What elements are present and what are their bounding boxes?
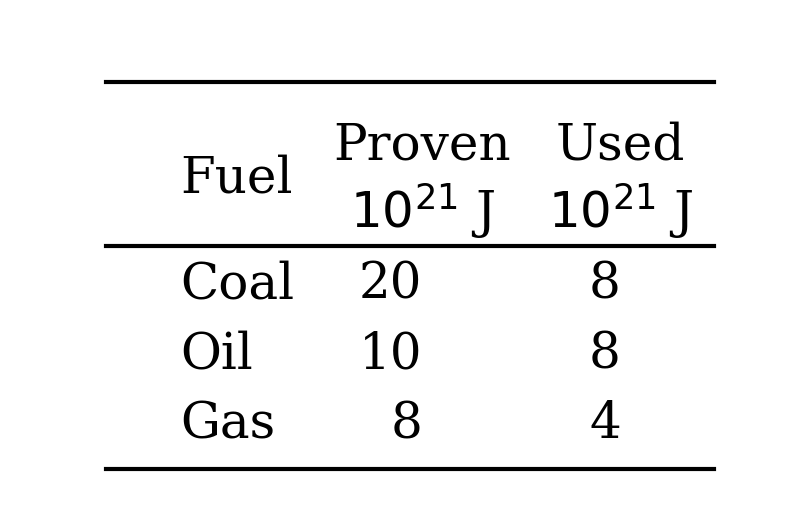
Text: 4: 4 xyxy=(589,400,621,449)
Text: 8: 8 xyxy=(589,330,621,379)
Text: $10^{21}$ J: $10^{21}$ J xyxy=(350,181,495,242)
Text: Fuel: Fuel xyxy=(181,154,293,203)
Text: 10: 10 xyxy=(358,330,422,379)
Text: 20: 20 xyxy=(359,260,422,310)
Text: $10^{21}$ J: $10^{21}$ J xyxy=(548,181,694,242)
Text: Proven: Proven xyxy=(334,121,511,170)
Text: Coal: Coal xyxy=(181,260,294,310)
Text: Gas: Gas xyxy=(181,400,276,449)
Text: Oil: Oil xyxy=(181,330,254,379)
Text: 8: 8 xyxy=(390,400,422,449)
Text: Used: Used xyxy=(556,121,686,170)
Text: 8: 8 xyxy=(589,260,621,310)
